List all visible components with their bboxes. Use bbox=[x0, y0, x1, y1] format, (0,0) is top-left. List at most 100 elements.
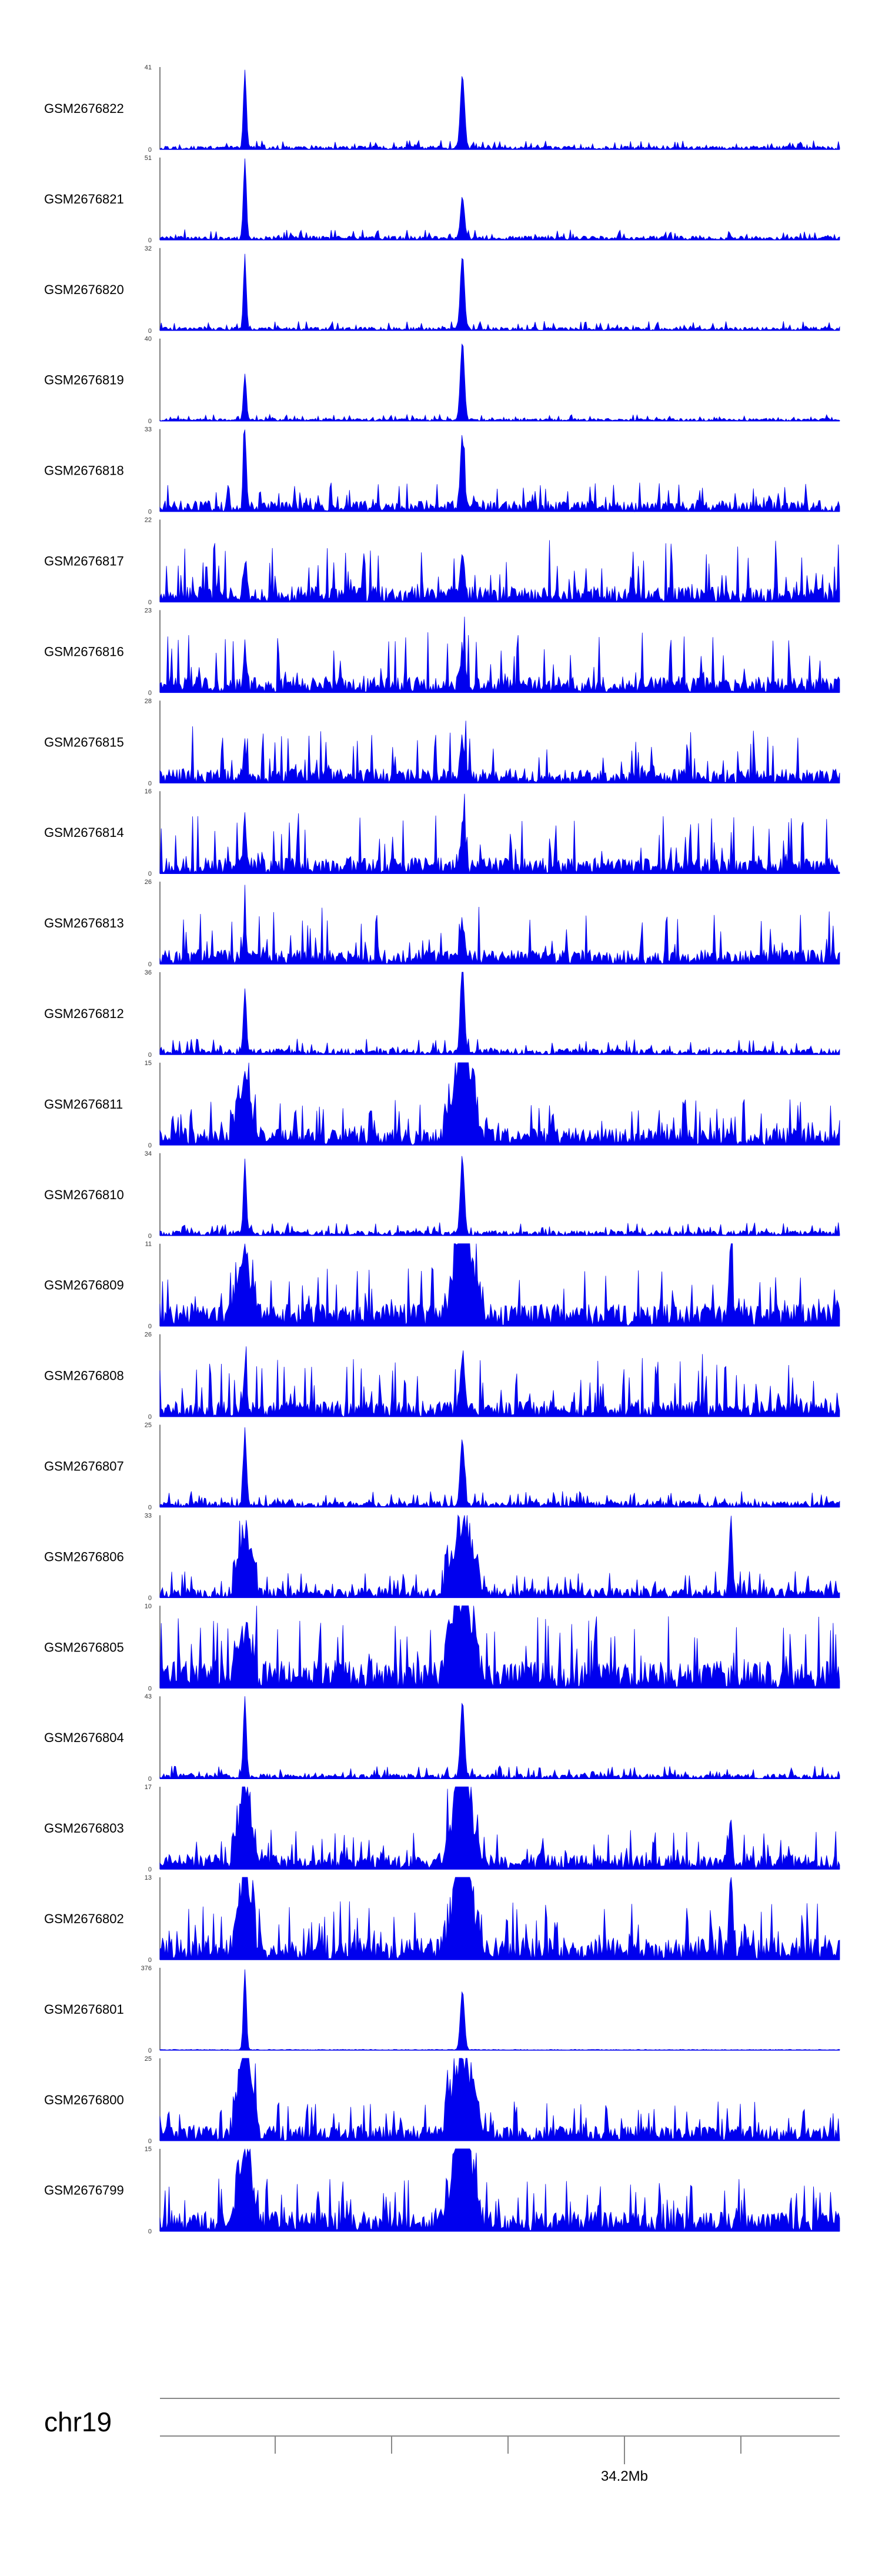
track-label: GSM2676806 bbox=[44, 1549, 124, 1564]
track-label: GSM2676800 bbox=[44, 2093, 124, 2107]
coverage-area bbox=[159, 720, 840, 784]
y-tick-label-zero: 0 bbox=[148, 1776, 152, 1783]
track-GSM2676821: GSM2676821 51 0 bbox=[44, 155, 840, 244]
track-GSM2676816: GSM2676816 23 0 bbox=[44, 607, 840, 696]
y-tick-label-max: 17 bbox=[145, 1784, 152, 1791]
track-label: GSM2676819 bbox=[44, 373, 124, 388]
y-tick-label-max: 40 bbox=[145, 336, 152, 343]
chromosome-axis: chr19 34.2Mb bbox=[44, 2398, 840, 2484]
y-tick-label-max: 16 bbox=[145, 788, 152, 795]
coverage-area bbox=[159, 343, 840, 422]
track-panel: GSM2676822410GSM2676821510GSM2676820320G… bbox=[44, 64, 840, 2235]
coverage-area bbox=[159, 1969, 840, 2051]
y-tick-label-max: 25 bbox=[145, 2056, 152, 2063]
y-tick-label-zero: 0 bbox=[148, 1866, 152, 1873]
y-tick-label-zero: 0 bbox=[148, 1233, 152, 1240]
coverage-area bbox=[159, 540, 840, 603]
y-tick-label-max: 13 bbox=[145, 1874, 152, 1881]
y-tick-label-max: 15 bbox=[145, 1060, 152, 1067]
track-label: GSM2676816 bbox=[44, 644, 124, 659]
track-label: GSM2676808 bbox=[44, 1369, 124, 1383]
coverage-area bbox=[159, 1605, 840, 1689]
y-tick-label-max: 33 bbox=[145, 426, 152, 433]
coverage-area bbox=[159, 616, 840, 693]
track-label: GSM2676821 bbox=[44, 192, 124, 206]
track-GSM2676807: GSM2676807 25 0 bbox=[44, 1422, 840, 1511]
y-tick-label-zero: 0 bbox=[148, 418, 152, 425]
coverage-area bbox=[159, 793, 840, 875]
y-tick-label-max: 36 bbox=[145, 969, 152, 976]
y-tick-label-zero: 0 bbox=[148, 2138, 152, 2145]
y-tick-label-max: 51 bbox=[145, 155, 152, 162]
y-tick-label-zero: 0 bbox=[148, 1142, 152, 1149]
coverage-area bbox=[159, 1243, 840, 1327]
track-GSM2676801: GSM2676801 376 0 bbox=[44, 1965, 840, 2054]
y-tick-label-zero: 0 bbox=[148, 870, 152, 877]
y-tick-label-zero: 0 bbox=[148, 1414, 152, 1421]
track-GSM2676800: GSM2676800 25 0 bbox=[44, 2056, 840, 2145]
coverage-area bbox=[159, 972, 840, 1055]
axis-tick-label: 34.2Mb bbox=[601, 2468, 648, 2484]
track-GSM2676822: GSM2676822 41 0 bbox=[44, 64, 840, 154]
y-tick-label-zero: 0 bbox=[148, 509, 152, 516]
y-tick-label-zero: 0 bbox=[148, 1594, 152, 1601]
coverage-area bbox=[159, 1062, 840, 1146]
y-tick-label-zero: 0 bbox=[148, 1957, 152, 1964]
y-tick-label-zero: 0 bbox=[148, 328, 152, 335]
coverage-area bbox=[159, 69, 840, 151]
track-label: GSM2676822 bbox=[44, 101, 124, 116]
coverage-area bbox=[159, 158, 840, 241]
track-GSM2676810: GSM2676810 34 0 bbox=[44, 1150, 840, 1240]
y-tick-label-zero: 0 bbox=[148, 1685, 152, 1692]
y-tick-label-max: 15 bbox=[145, 2146, 152, 2153]
y-tick-label-max: 25 bbox=[145, 1422, 152, 1429]
y-tick-label-max: 26 bbox=[145, 879, 152, 886]
y-tick-label-max: 33 bbox=[145, 1512, 152, 1519]
coverage-area bbox=[159, 1346, 840, 1417]
track-label: GSM2676802 bbox=[44, 1911, 124, 1926]
y-tick-label-max: 41 bbox=[145, 64, 152, 71]
axis-ticks bbox=[275, 2436, 741, 2464]
track-GSM2676820: GSM2676820 32 0 bbox=[44, 245, 840, 335]
y-tick-label-max: 22 bbox=[145, 517, 152, 524]
track-label: GSM2676820 bbox=[44, 282, 124, 297]
track-label: GSM2676817 bbox=[44, 554, 124, 569]
coverage-area bbox=[159, 1514, 840, 1599]
track-label: GSM2676804 bbox=[44, 1730, 124, 1745]
y-tick-label-zero: 0 bbox=[148, 1052, 152, 1059]
coverage-area bbox=[159, 885, 840, 965]
y-tick-label-zero: 0 bbox=[148, 689, 152, 696]
y-tick-label-max: 26 bbox=[145, 1332, 152, 1339]
track-GSM2676812: GSM2676812 36 0 bbox=[44, 969, 840, 1059]
track-label: GSM2676812 bbox=[44, 1006, 124, 1021]
coverage-area bbox=[159, 253, 840, 331]
y-tick-label-max: 43 bbox=[145, 1693, 152, 1700]
coverage-area bbox=[159, 1427, 840, 1508]
y-tick-label-zero: 0 bbox=[148, 237, 152, 244]
track-label: GSM2676813 bbox=[44, 916, 124, 930]
track-GSM2676817: GSM2676817 22 0 bbox=[44, 517, 840, 606]
track-label: GSM2676807 bbox=[44, 1459, 124, 1474]
y-tick-label-zero: 0 bbox=[148, 146, 152, 154]
track-label: GSM2676801 bbox=[44, 2002, 124, 2017]
track-GSM2676818: GSM2676818 33 0 bbox=[44, 426, 840, 516]
y-tick-label-max: 32 bbox=[145, 245, 152, 252]
coverage-area bbox=[159, 1877, 840, 1961]
coverage-area bbox=[159, 2148, 840, 2232]
y-tick-label-zero: 0 bbox=[148, 599, 152, 606]
track-GSM2676806: GSM2676806 33 0 bbox=[44, 1512, 840, 1601]
coverage-area bbox=[159, 1156, 840, 1236]
y-tick-label-max: 34 bbox=[145, 1150, 152, 1157]
track-label: GSM2676814 bbox=[44, 825, 124, 840]
track-GSM2676809: GSM2676809 11 0 bbox=[44, 1241, 840, 1330]
track-GSM2676802: GSM2676802 13 0 bbox=[44, 1874, 840, 1964]
track-GSM2676808: GSM2676808 26 0 bbox=[44, 1332, 840, 1421]
track-label: GSM2676799 bbox=[44, 2183, 124, 2198]
coverage-area bbox=[159, 429, 840, 513]
track-label: GSM2676805 bbox=[44, 1640, 124, 1654]
coverage-area bbox=[159, 2058, 840, 2142]
y-tick-label-zero: 0 bbox=[148, 780, 152, 787]
track-GSM2676819: GSM2676819 40 0 bbox=[44, 336, 840, 425]
chromosome-label: chr19 bbox=[44, 2407, 112, 2437]
